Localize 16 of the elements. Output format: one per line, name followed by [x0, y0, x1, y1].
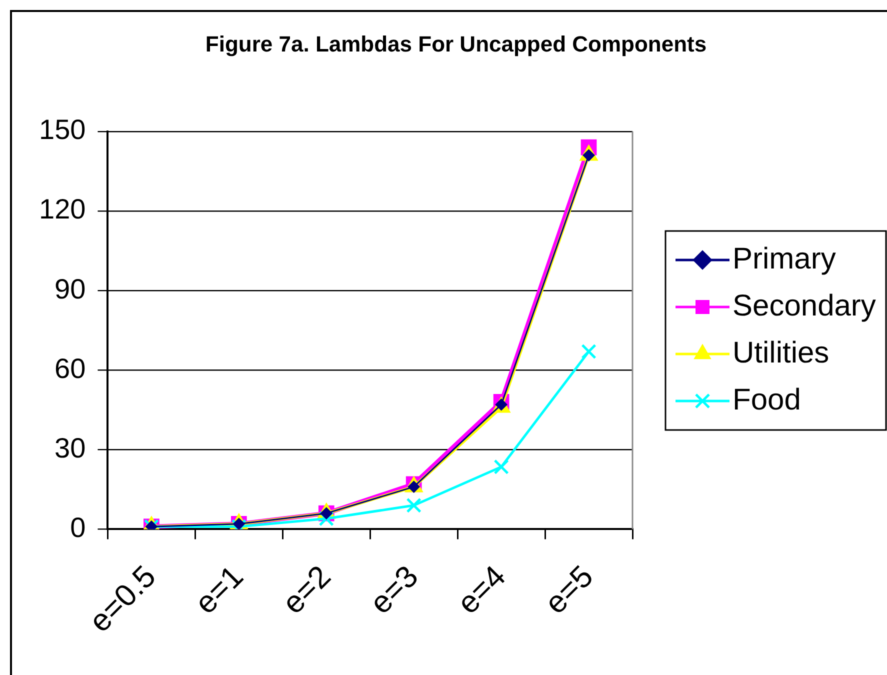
legend-label: Secondary — [732, 289, 876, 322]
chart-title: Figure 7a. Lambdas For Uncapped Components — [205, 31, 707, 56]
legend-label: Utilities — [732, 336, 830, 370]
y-tick-label: 90 — [54, 273, 86, 304]
x-tick-label: e=2 — [275, 558, 338, 621]
y-tick-label: 0 — [70, 512, 86, 543]
y-tick-label: 60 — [54, 352, 86, 384]
legend-label: Primary — [732, 242, 836, 276]
y-tick-label: 30 — [54, 432, 86, 464]
x-tick-label: e=5 — [538, 558, 600, 621]
legend-label: Food — [732, 383, 801, 416]
y-tick-label: 150 — [39, 114, 86, 146]
x-tick-label: e=1 — [188, 558, 250, 621]
y-tick-label: 120 — [39, 194, 86, 225]
x-tick-label: e=3 — [362, 558, 425, 621]
x-tick-label: e=4 — [450, 558, 512, 621]
